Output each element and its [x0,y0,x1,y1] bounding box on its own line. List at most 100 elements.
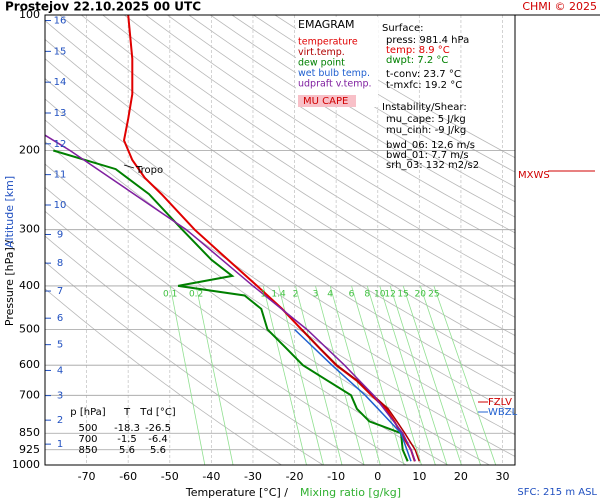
stat-line: srh_03: 132 m2/s2 [386,160,479,171]
stat-line: dwpt: 7.2 °C [386,55,448,66]
table-cell: 700 [78,434,97,445]
dry-adiabat [45,58,515,374]
altitude-tick-label: 6 [57,313,63,324]
mixing-ratio-line [419,285,481,465]
x-tick-label: -30 [244,470,262,483]
x-tick-label: -40 [202,470,220,483]
mixing-ratio-label: 15 [397,289,408,299]
stat-line: temp: 8.9 °C [386,45,450,56]
stat-line: t-mxfc: 19.2 °C [386,80,462,91]
table-cell: -18.3 [114,423,140,434]
stat-line: bwd_01: 7.7 m/s [386,150,469,161]
cape-badge [298,95,356,107]
y-tick-label: 700 [19,388,40,401]
mixing-ratio-line [379,285,436,465]
dry-adiabat [45,38,515,355]
stat-line: Instability/Shear: [382,102,467,113]
mixing-ratio-line [351,285,405,465]
table-header: p [hPa] [70,407,105,418]
mixing-ratio-label: 20 [415,289,427,299]
legend-entry: virt.temp. [298,47,345,58]
dry-adiabat [45,78,515,394]
mixing-ratio-label: 0.1 [163,289,177,299]
y-tick-label: 300 [19,223,40,236]
table-cell: -1.5 [117,434,137,445]
x-tick-label: 10 [412,470,426,483]
mixing-ratio-label: 2 [293,289,299,299]
x-tick-label: 20 [454,470,468,483]
table-cell: -26.5 [145,423,171,434]
x-tick-label: -60 [119,470,137,483]
y-tick-label: 400 [19,279,40,292]
legend-entry: wet bulb temp. [298,68,370,79]
profile-line [45,134,416,462]
dry-adiabat [45,98,515,415]
tropo-tick [123,164,135,169]
x-label: Temperature [°C] / [185,486,288,499]
legend-box [296,17,378,107]
mxws-label: MXWS [518,170,550,181]
table-header: T [123,407,131,418]
dry-adiabat [188,15,515,218]
stat-line: mu_cinh: -9 J/kg [386,125,466,136]
profile-line [301,328,421,462]
dry-adiabat [145,15,515,250]
tropo-label: Tropo [135,165,163,176]
altitude-tick-label: 13 [54,108,67,119]
altitude-tick-label: 16 [54,16,67,27]
mixing-ratio-line [278,285,324,465]
table-cell: 500 [78,423,97,434]
altitude-tick-label: 11 [54,170,67,181]
fzlv-label: FZLV [488,397,512,408]
altitude-tick-label: 12 [54,139,67,150]
dry-adiabat [45,119,515,436]
legend-entry: udpraft v.temp. [298,79,372,90]
mixing-ratio-label: 6 [349,289,355,299]
stat-line: mu_cape: 5 J/kg [386,114,466,125]
mixing-ratio-line [402,285,462,465]
altitude-tick-label: 1 [57,439,63,450]
credit: CHMI © 2025 [522,0,597,13]
mixing-ratio-label: 4 [327,289,333,299]
mixing-ratio-line [315,285,365,465]
altitude-tick-label: 3 [57,391,63,402]
mixing-ratio-line [262,285,307,465]
altitude-tick-label: 5 [57,340,63,351]
cape-label: MU CAPE [303,96,348,107]
profile-line [53,149,409,462]
y-tick-label: 600 [19,358,40,371]
plot-frame [44,14,516,466]
table-cell: 5.6 [150,445,166,456]
mixing-ratio-label: 10 [374,289,386,299]
x2-label: Mixing ratio [g/kg] [300,486,401,499]
y-tick-label: 850 [19,426,40,439]
x-tick-label: -20 [286,470,304,483]
stat-line: Surface: [382,23,423,34]
x-tick-label: -70 [78,470,96,483]
table-cell: 850 [78,445,97,456]
altitude-tick-label: 2 [57,415,63,426]
dry-adiabat [81,15,515,301]
dry-adiabat [167,15,515,234]
legend-entry: dew point [298,58,345,69]
y-tick-label: 1000 [12,458,40,471]
altitude-tick-label: 9 [57,229,63,240]
dry-adiabat [124,15,515,266]
x-tick-label: 30 [496,470,510,483]
mixing-ratio-label: 8 [364,289,370,299]
chart-title: Prostejov 22.10.2025 00 UTC [5,0,201,14]
mixing-ratio-label: 0.2 [189,289,203,299]
wbzl-label: WBZL [488,407,518,418]
altitude-tick-label: 8 [57,258,63,269]
dry-adiabat [59,15,515,318]
profile-line [294,328,412,462]
x-tick-label: 0 [374,470,381,483]
stat-line: press: 981.4 hPa [386,35,469,46]
legend-entry: temperature [298,37,358,48]
y2-label: Altitude [km] [3,176,16,248]
dry-adiabat [45,186,449,465]
legend-title: EMAGRAM [298,18,355,31]
altitude-tick-label: 10 [54,200,67,211]
table-header: Td [°C] [139,407,176,418]
x-tick-label: -50 [161,470,179,483]
